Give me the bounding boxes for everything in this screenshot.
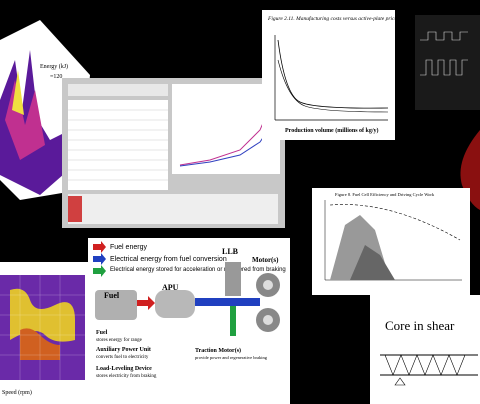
note-title: Load-Leveling Device: [96, 366, 152, 372]
x-label: Production volume (millions of kg/y): [285, 127, 379, 134]
contour-plot: Speed (rpm): [0, 262, 90, 404]
block-label: Fuel: [104, 291, 120, 300]
annotation: =120: [50, 74, 62, 80]
core-figure: Core in shear: [370, 295, 480, 404]
spreadsheet: [62, 78, 285, 228]
dark-panel: [415, 15, 480, 110]
note-title: Auxiliary Power Unit: [96, 347, 151, 353]
note-text: provide power and regenerative braking: [195, 355, 268, 360]
x-label: Speed (rpm): [2, 389, 32, 396]
note-text: stores energy for range: [96, 338, 143, 343]
efficiency-figure: Figure 8. Fuel Cell Efficiency and Drivi…: [312, 188, 470, 295]
caption: Figure 2.11. Manufacturing costs versus …: [267, 15, 397, 22]
note-text: converts fuel to electricity: [96, 355, 149, 360]
legend-item: Electrical energy stored for acceleratio…: [110, 267, 286, 273]
note-title: Traction Motor(s): [195, 347, 241, 354]
block-label: APU: [162, 283, 179, 292]
cost-figure: Figure 2.11. Manufacturing costs versus …: [262, 10, 397, 140]
powertrain-diagram: Fuel energy Electrical energy from fuel …: [88, 238, 290, 404]
legend-item: Electrical energy from fuel conversion: [110, 256, 227, 263]
caption: Figure 8. Fuel Cell Efficiency and Drivi…: [335, 192, 435, 197]
legend-item: Fuel energy: [110, 244, 147, 251]
block-label: LLB: [222, 247, 239, 256]
axis-label: Energy (kJ): [40, 63, 68, 70]
note-title: Fuel: [96, 330, 108, 336]
block-label: Motor(s): [252, 256, 279, 264]
core-label: Core in shear: [385, 318, 455, 333]
note-text: stores electricity from braking: [96, 374, 157, 379]
